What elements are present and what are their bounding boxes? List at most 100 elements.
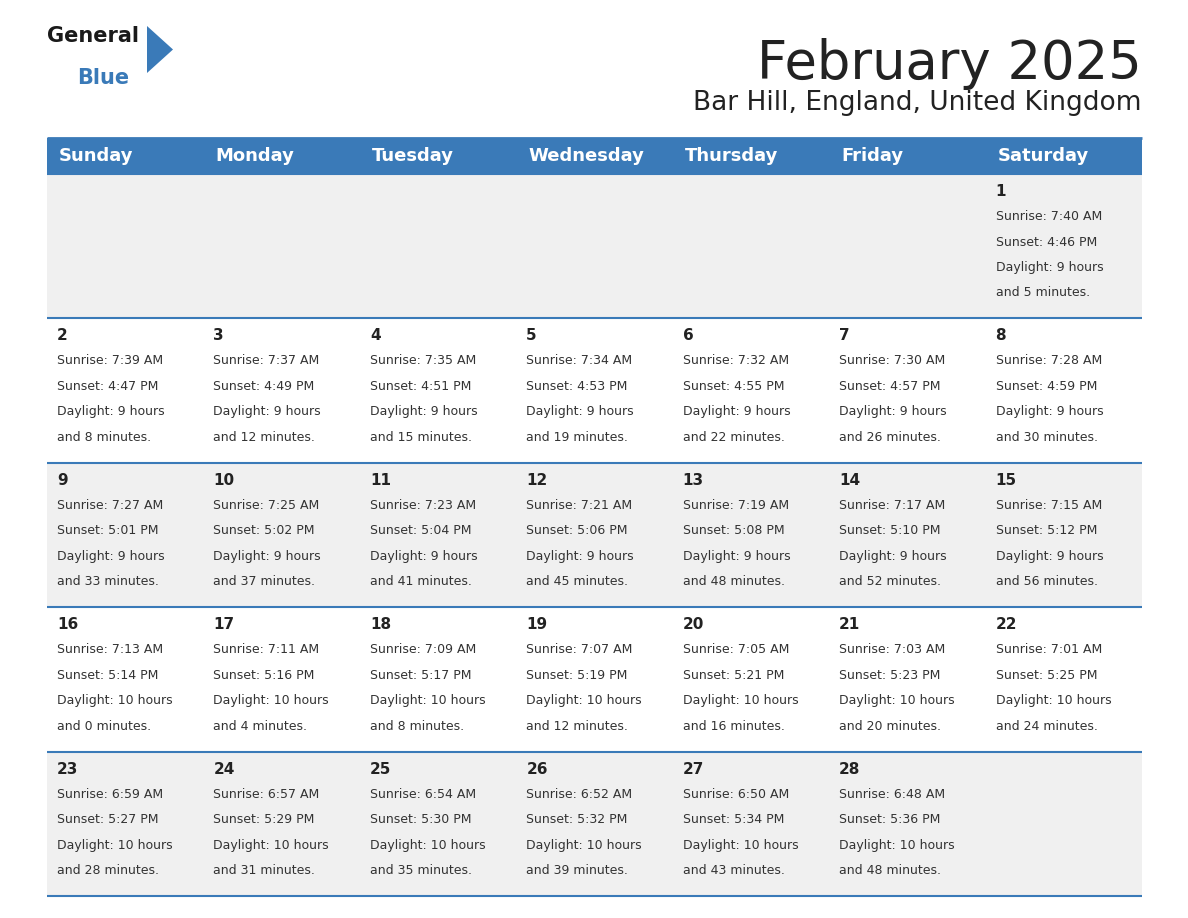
Text: Sunrise: 7:03 AM: Sunrise: 7:03 AM	[839, 644, 946, 656]
Text: Sunset: 5:16 PM: Sunset: 5:16 PM	[214, 668, 315, 682]
Bar	[48, 319, 1142, 463]
Text: and 39 minutes.: and 39 minutes.	[526, 864, 628, 877]
Text: Thursday: Thursday	[684, 147, 778, 165]
Bar	[48, 607, 1142, 752]
Text: Sunrise: 7:15 AM: Sunrise: 7:15 AM	[996, 498, 1101, 512]
Text: Sunset: 4:49 PM: Sunset: 4:49 PM	[214, 380, 315, 393]
Text: 6: 6	[683, 329, 694, 343]
Text: Sunset: 5:04 PM: Sunset: 5:04 PM	[369, 524, 472, 537]
Text: Sunrise: 7:39 AM: Sunrise: 7:39 AM	[57, 354, 163, 367]
Text: 5: 5	[526, 329, 537, 343]
Text: Sunset: 5:30 PM: Sunset: 5:30 PM	[369, 813, 472, 826]
Text: Sunset: 5:19 PM: Sunset: 5:19 PM	[526, 668, 627, 682]
Text: Daylight: 10 hours: Daylight: 10 hours	[369, 839, 486, 852]
Text: and 15 minutes.: and 15 minutes.	[369, 431, 472, 444]
Text: 26: 26	[526, 762, 548, 777]
Text: and 0 minutes.: and 0 minutes.	[57, 720, 151, 733]
Text: and 30 minutes.: and 30 minutes.	[996, 431, 1098, 444]
Text: 12: 12	[526, 473, 548, 487]
Polygon shape	[147, 26, 173, 73]
Text: 4: 4	[369, 329, 380, 343]
Text: 7: 7	[839, 329, 849, 343]
Text: 16: 16	[57, 617, 78, 633]
Text: Daylight: 9 hours: Daylight: 9 hours	[369, 406, 478, 419]
Text: and 22 minutes.: and 22 minutes.	[683, 431, 784, 444]
Text: Sunset: 5:08 PM: Sunset: 5:08 PM	[683, 524, 784, 537]
Text: and 8 minutes.: and 8 minutes.	[369, 720, 465, 733]
Bar	[48, 752, 1142, 896]
Text: Sunrise: 7:27 AM: Sunrise: 7:27 AM	[57, 498, 163, 512]
Text: Daylight: 9 hours: Daylight: 9 hours	[839, 550, 947, 563]
Text: Bar Hill, England, United Kingdom: Bar Hill, England, United Kingdom	[694, 90, 1142, 116]
Text: Sunrise: 7:11 AM: Sunrise: 7:11 AM	[214, 644, 320, 656]
Text: Sunrise: 7:30 AM: Sunrise: 7:30 AM	[839, 354, 946, 367]
Text: Sunset: 5:12 PM: Sunset: 5:12 PM	[996, 524, 1097, 537]
Text: 21: 21	[839, 617, 860, 633]
Text: Sunrise: 6:54 AM: Sunrise: 6:54 AM	[369, 788, 476, 800]
Text: and 33 minutes.: and 33 minutes.	[57, 576, 159, 588]
Text: Sunset: 5:21 PM: Sunset: 5:21 PM	[683, 668, 784, 682]
Text: and 20 minutes.: and 20 minutes.	[839, 720, 941, 733]
Text: Sunrise: 7:35 AM: Sunrise: 7:35 AM	[369, 354, 476, 367]
Text: Monday: Monday	[215, 147, 295, 165]
Text: Sunday: Sunday	[59, 147, 133, 165]
Text: and 8 minutes.: and 8 minutes.	[57, 431, 151, 444]
Text: and 5 minutes.: and 5 minutes.	[996, 286, 1089, 299]
Text: Daylight: 10 hours: Daylight: 10 hours	[526, 694, 642, 707]
Text: and 37 minutes.: and 37 minutes.	[214, 576, 316, 588]
Text: Sunrise: 7:37 AM: Sunrise: 7:37 AM	[214, 354, 320, 367]
Text: and 52 minutes.: and 52 minutes.	[839, 576, 941, 588]
Text: and 4 minutes.: and 4 minutes.	[214, 720, 308, 733]
Text: Sunset: 5:14 PM: Sunset: 5:14 PM	[57, 668, 158, 682]
Text: 17: 17	[214, 617, 234, 633]
Text: Sunrise: 6:57 AM: Sunrise: 6:57 AM	[214, 788, 320, 800]
Text: 13: 13	[683, 473, 703, 487]
Text: Wednesday: Wednesday	[529, 147, 644, 165]
Text: and 19 minutes.: and 19 minutes.	[526, 431, 628, 444]
Text: Daylight: 9 hours: Daylight: 9 hours	[683, 550, 790, 563]
Text: 3: 3	[214, 329, 225, 343]
Text: Sunset: 4:55 PM: Sunset: 4:55 PM	[683, 380, 784, 393]
Text: Sunset: 5:02 PM: Sunset: 5:02 PM	[214, 524, 315, 537]
Text: Daylight: 10 hours: Daylight: 10 hours	[996, 694, 1111, 707]
Text: Daylight: 9 hours: Daylight: 9 hours	[57, 406, 165, 419]
Text: Sunset: 5:36 PM: Sunset: 5:36 PM	[839, 813, 941, 826]
Text: 9: 9	[57, 473, 68, 487]
Text: Daylight: 9 hours: Daylight: 9 hours	[683, 406, 790, 419]
Bar	[48, 138, 1142, 174]
Text: Sunset: 5:10 PM: Sunset: 5:10 PM	[839, 524, 941, 537]
Text: and 48 minutes.: and 48 minutes.	[839, 864, 941, 877]
Text: Tuesday: Tuesday	[372, 147, 454, 165]
Text: Sunrise: 6:48 AM: Sunrise: 6:48 AM	[839, 788, 946, 800]
Text: Sunrise: 7:13 AM: Sunrise: 7:13 AM	[57, 644, 163, 656]
Text: 18: 18	[369, 617, 391, 633]
Text: and 43 minutes.: and 43 minutes.	[683, 864, 784, 877]
Text: Daylight: 9 hours: Daylight: 9 hours	[996, 550, 1104, 563]
Text: General: General	[48, 26, 139, 46]
Text: and 12 minutes.: and 12 minutes.	[526, 720, 628, 733]
Text: Sunset: 4:51 PM: Sunset: 4:51 PM	[369, 380, 472, 393]
Text: Daylight: 10 hours: Daylight: 10 hours	[369, 694, 486, 707]
Text: Sunrise: 6:52 AM: Sunrise: 6:52 AM	[526, 788, 632, 800]
Text: Sunset: 5:01 PM: Sunset: 5:01 PM	[57, 524, 158, 537]
Text: Daylight: 10 hours: Daylight: 10 hours	[57, 839, 172, 852]
Text: Sunset: 5:23 PM: Sunset: 5:23 PM	[839, 668, 941, 682]
Text: and 48 minutes.: and 48 minutes.	[683, 576, 785, 588]
Text: 8: 8	[996, 329, 1006, 343]
Text: 23: 23	[57, 762, 78, 777]
Text: 19: 19	[526, 617, 548, 633]
Text: Sunrise: 7:21 AM: Sunrise: 7:21 AM	[526, 498, 632, 512]
Text: Sunset: 5:06 PM: Sunset: 5:06 PM	[526, 524, 627, 537]
Text: Sunrise: 7:01 AM: Sunrise: 7:01 AM	[996, 644, 1101, 656]
Text: Sunrise: 7:19 AM: Sunrise: 7:19 AM	[683, 498, 789, 512]
Text: 28: 28	[839, 762, 860, 777]
Text: 22: 22	[996, 617, 1017, 633]
Text: and 41 minutes.: and 41 minutes.	[369, 576, 472, 588]
Text: 20: 20	[683, 617, 704, 633]
Text: Sunset: 4:46 PM: Sunset: 4:46 PM	[996, 236, 1097, 249]
Text: Daylight: 10 hours: Daylight: 10 hours	[526, 839, 642, 852]
Text: 24: 24	[214, 762, 235, 777]
Text: Sunset: 5:29 PM: Sunset: 5:29 PM	[214, 813, 315, 826]
Text: Sunrise: 7:40 AM: Sunrise: 7:40 AM	[996, 210, 1101, 223]
Text: Daylight: 9 hours: Daylight: 9 hours	[526, 550, 634, 563]
